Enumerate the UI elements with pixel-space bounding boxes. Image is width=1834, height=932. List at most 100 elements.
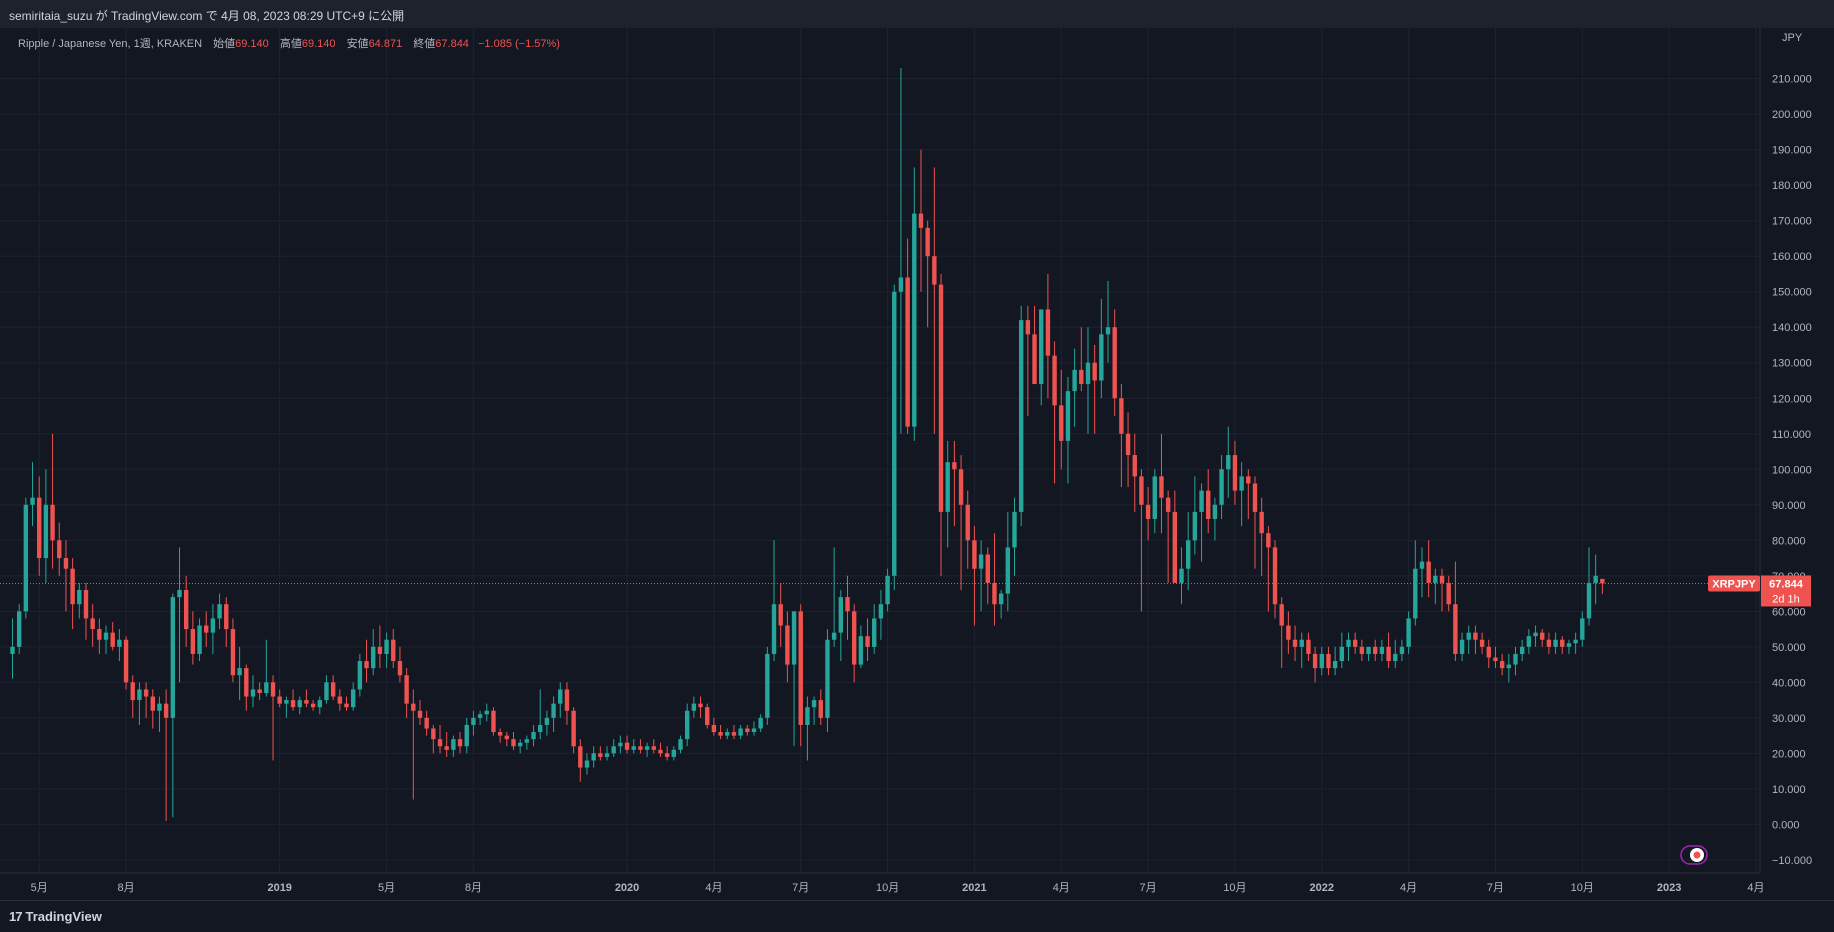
candle-body <box>497 732 503 736</box>
candle-body <box>872 618 877 647</box>
candle-body <box>16 611 22 647</box>
candle <box>965 490 970 569</box>
candle <box>551 696 556 733</box>
candle-body <box>698 703 703 708</box>
candle <box>691 696 697 718</box>
record-icon[interactable] <box>1680 845 1708 865</box>
candle-body <box>958 469 964 505</box>
candle-body <box>1453 604 1458 654</box>
candle <box>103 625 109 654</box>
candle-body <box>1012 511 1017 548</box>
candle-body <box>290 700 296 708</box>
candle <box>404 668 409 718</box>
candle <box>664 746 670 761</box>
candle-body <box>778 604 783 626</box>
candle-body <box>838 597 844 633</box>
close-value: 67.844 <box>435 38 469 50</box>
candle-body <box>1125 433 1131 456</box>
price-tick-label: 170.000 <box>1772 216 1812 228</box>
candle <box>938 273 944 576</box>
price-tick-label: 130.000 <box>1772 358 1812 370</box>
candle-body <box>745 728 750 733</box>
candle-body <box>1185 540 1191 569</box>
tradingview-brand[interactable]: 17 TradingView <box>9 909 102 924</box>
candle <box>571 707 576 754</box>
time-tick-label: 2022 <box>1310 882 1334 894</box>
candle-body <box>1306 639 1311 654</box>
candle <box>30 462 35 527</box>
candle-body <box>624 742 630 750</box>
candle-body <box>1239 476 1244 491</box>
price-tick-label: 210.000 <box>1772 74 1812 86</box>
candle <box>611 739 616 757</box>
candle <box>143 682 149 718</box>
price-tick-label: 200.000 <box>1772 109 1812 121</box>
candle <box>978 540 984 612</box>
candle-body <box>1379 646 1385 654</box>
candle <box>684 703 690 747</box>
candle <box>718 724 723 740</box>
chart-background <box>0 28 1834 901</box>
candle-body <box>551 703 556 718</box>
time-tick-label: 2019 <box>267 882 291 894</box>
candle <box>1259 497 1264 576</box>
candle <box>484 703 489 722</box>
candlestick-chart[interactable]: JPY 210.000 200.000 190.000 180.000 170.000 1… <box>0 28 1834 901</box>
candle <box>377 625 383 669</box>
candle-body <box>1232 455 1238 491</box>
time-scale-panel[interactable] <box>0 873 1834 901</box>
candle <box>878 590 884 640</box>
candle <box>284 696 289 718</box>
candle <box>1065 376 1071 484</box>
candle-body <box>230 629 236 676</box>
candle <box>504 732 510 747</box>
candle-body <box>110 632 115 647</box>
candle-body <box>217 604 222 619</box>
candle <box>1232 440 1238 505</box>
candle-body <box>417 710 423 718</box>
candle-body <box>143 689 149 697</box>
candle <box>344 696 349 711</box>
candle-body <box>885 575 890 605</box>
candle <box>958 455 964 591</box>
candle-body <box>1553 639 1558 647</box>
candle <box>190 611 196 665</box>
candle <box>1172 490 1178 583</box>
candle-body <box>865 636 870 647</box>
candle <box>491 707 496 736</box>
candle-body <box>504 735 510 740</box>
candle-body <box>1586 582 1592 619</box>
change-value: −1.085 (−1.57%) <box>478 38 560 50</box>
candle-body <box>825 639 830 718</box>
candle-body <box>317 700 322 708</box>
candle <box>1132 433 1137 512</box>
candle-body <box>30 497 35 505</box>
candle-body <box>1386 646 1391 662</box>
candle <box>1326 646 1331 676</box>
candle-body <box>1259 511 1264 534</box>
candle-body <box>1252 483 1258 512</box>
time-tick-label: 8月 <box>465 882 482 894</box>
candle-body <box>1493 657 1498 662</box>
candle <box>791 611 797 747</box>
candle-body <box>1399 646 1405 654</box>
candle <box>83 582 89 640</box>
candle-body <box>183 590 189 630</box>
candle <box>1446 575 1451 612</box>
candle <box>698 696 703 718</box>
candle-body <box>684 710 690 740</box>
candle <box>1312 646 1318 683</box>
candle <box>985 547 990 605</box>
candle <box>558 682 563 718</box>
candle-body <box>938 284 944 512</box>
candle <box>1165 490 1171 583</box>
candle <box>1433 568 1438 605</box>
candle-body <box>564 689 570 711</box>
candle-body <box>1473 632 1478 640</box>
candle-body <box>517 742 523 747</box>
candle <box>170 593 176 818</box>
price-scale-panel[interactable] <box>1760 28 1834 873</box>
candle <box>1059 369 1064 470</box>
price-tick-label: 80.000 <box>1772 535 1806 547</box>
candle <box>277 689 282 708</box>
